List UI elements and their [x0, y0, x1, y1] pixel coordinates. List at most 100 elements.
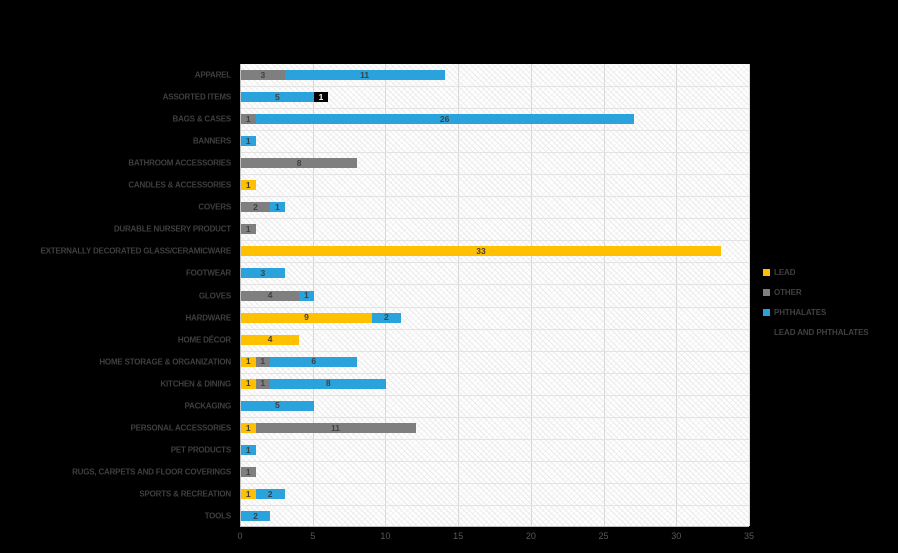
bar-segment-phthalates: 3: [241, 268, 285, 279]
x-tick-label: 35: [743, 531, 754, 541]
bar-segment-phthalates: 2: [371, 312, 401, 323]
vertical-gridline: [603, 64, 605, 526]
bar-value-label: 11: [360, 69, 370, 80]
bar-segment-other: 11: [255, 422, 416, 433]
bar-row: 1: [241, 466, 749, 477]
bar-segment-phthalates: 5: [241, 92, 314, 103]
category-label: HOME DÉCOR: [177, 335, 231, 345]
bar-row: 4: [241, 334, 749, 345]
bar-row: 5: [241, 400, 749, 411]
bar-value-label: 2: [253, 510, 258, 521]
category-label: GLOVES: [198, 291, 231, 300]
bar-value-label: 1: [304, 290, 309, 301]
category-label: BANNERS: [192, 136, 231, 146]
bar-segment-phthalates: 26: [255, 114, 634, 125]
category-label: PERSONAL ACCESSORIES: [130, 423, 232, 433]
x-tick-label: 25: [598, 531, 609, 541]
bar-segment-lead: 1: [241, 378, 256, 389]
bar-value-label: 8: [296, 157, 302, 168]
bar-value-label: 1: [245, 466, 251, 477]
bar-value-label: 6: [311, 356, 317, 367]
bar-segment-lead: 4: [241, 334, 300, 345]
horizontal-gridline: [241, 329, 749, 330]
bar-row: 3: [241, 268, 749, 279]
bar-segment-lead: 9: [241, 312, 372, 323]
bar-row: 3 11: [241, 69, 749, 81]
category-label: HOME STORAGE & ORGANIZATION: [99, 357, 231, 367]
bar-value-label: 1: [274, 202, 280, 213]
bar-row: 1: [241, 180, 749, 191]
legend-swatch-lead: [763, 268, 770, 276]
bar-value-label: 5: [274, 400, 280, 411]
legend-item: LEAD AND PHTHALATES: [763, 325, 869, 339]
horizontal-gridline: [241, 174, 749, 175]
bar-segment-phthalates: 1: [241, 136, 256, 147]
legend-swatch-phthalates: [763, 308, 770, 316]
bar-value-label: 4: [267, 334, 273, 345]
category-label: TOOLS: [204, 511, 232, 521]
bar-segment-other: 8: [241, 157, 358, 169]
bar-value-label: 1: [245, 180, 251, 190]
x-tick-label: 15: [453, 531, 464, 541]
bar-value-label: 9: [304, 312, 309, 323]
horizontal-gridline: [241, 439, 749, 440]
legend-item: LEAD: [763, 265, 795, 279]
horizontal-gridline: [241, 284, 749, 285]
bar-segment-other: 1: [255, 378, 271, 389]
x-tick-label: 30: [671, 531, 682, 541]
category-label: CANDLES & ACCESSORIES: [128, 180, 231, 190]
horizontal-gridline: [241, 86, 749, 87]
legend-item: PHTHALATES: [763, 305, 826, 319]
category-label: SPORTS & RECREATION: [139, 489, 231, 499]
bar-segment-other: 4: [241, 290, 300, 301]
bar-value-label: 2: [384, 312, 389, 323]
bar-row: 1 26: [241, 113, 749, 125]
category-label: KITCHEN & DINING: [160, 379, 231, 389]
bar-value-label: 1: [318, 91, 324, 102]
category-label: PET PRODUCTS: [170, 445, 231, 455]
plot-area: 3 11 5 1 1 26 1 8 1 2 1 1 33 3 4 1 9 2 4 1 1 6 1 1 8 5 1 11 1 1 1 2 2: [240, 64, 750, 527]
vertical-gridline: [749, 64, 750, 526]
bar-row: 1: [241, 136, 749, 147]
legend-label: PHTHALATES: [774, 307, 827, 317]
category-label: BATHROOM ACCESSORIES: [128, 158, 231, 168]
bar-value-label: 1: [245, 488, 251, 499]
category-label: RUGS, CARPETS AND FLOOR COVERINGS: [72, 467, 231, 477]
bar-value-label: 1: [245, 113, 251, 124]
category-label: APPAREL: [194, 70, 231, 80]
bar-value-label: 3: [260, 268, 266, 279]
bar-row: 8: [241, 157, 749, 169]
horizontal-gridline: [241, 196, 749, 197]
horizontal-gridline: [241, 218, 749, 219]
horizontal-gridline: [241, 240, 749, 241]
vertical-gridline: [530, 64, 532, 526]
category-label: COVERS: [198, 202, 231, 212]
bar-value-label: 8: [325, 378, 331, 389]
bar-value-label: 2: [253, 202, 258, 213]
bar-segment-lead: 1: [241, 180, 256, 191]
category-label: DURABLE NURSERY PRODUCT: [113, 224, 231, 234]
bar-segment-phthalates: 1: [270, 202, 285, 213]
bar-segment-phthalates: 8: [270, 378, 387, 389]
x-tick-label: 0: [237, 531, 243, 541]
bar-segment-phthalates: 5: [241, 400, 314, 411]
horizontal-gridline: [241, 307, 749, 308]
vertical-gridline: [458, 64, 460, 526]
bar-segment-phthalates: 2: [241, 510, 271, 521]
horizontal-gridline: [241, 417, 749, 418]
bar-value-label: 1: [245, 224, 251, 235]
legend-swatch-other: [763, 288, 770, 296]
bar-segment-other: 3: [241, 70, 285, 81]
bar-value-label: 1: [245, 378, 251, 389]
bar-row: 1: [241, 224, 749, 235]
horizontal-gridline: [241, 130, 749, 131]
horizontal-gridline: [241, 483, 749, 484]
legend-label: OTHER: [774, 287, 802, 297]
